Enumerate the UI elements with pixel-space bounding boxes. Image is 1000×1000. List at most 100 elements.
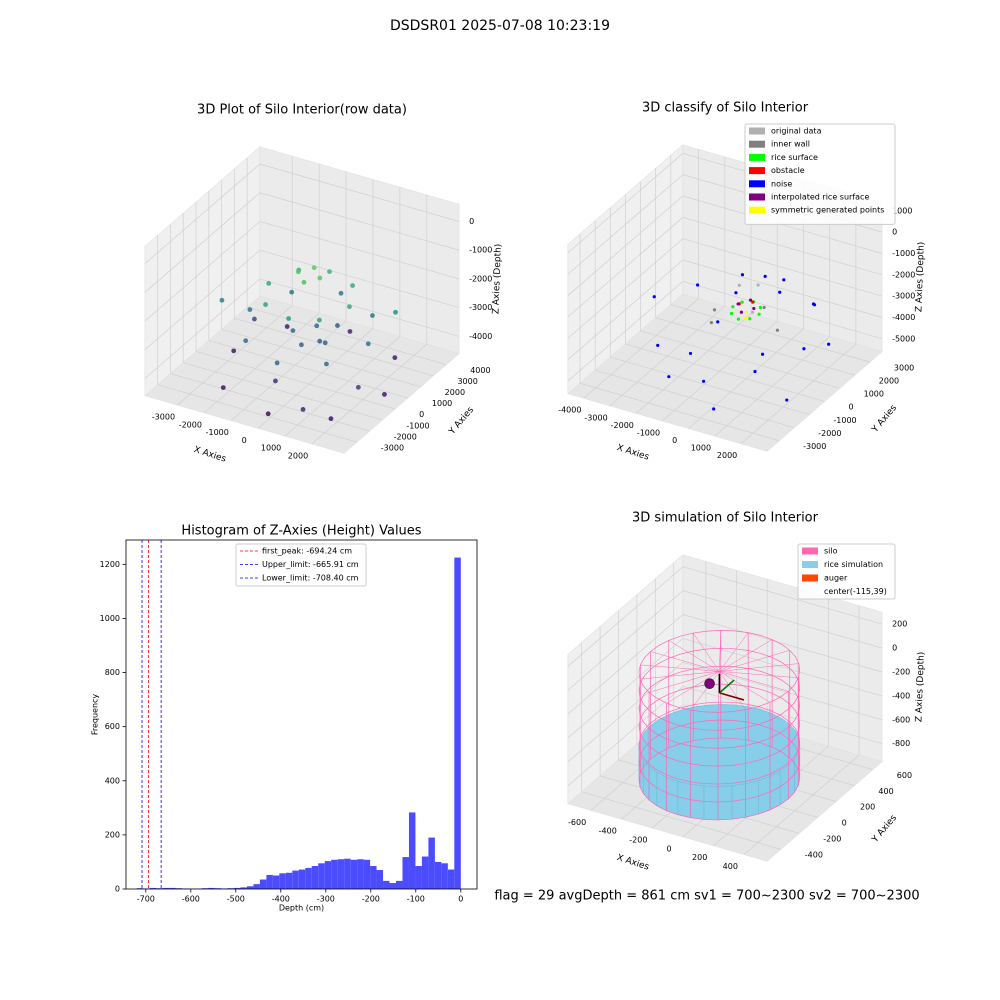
bar [370, 866, 377, 889]
point [347, 329, 353, 334]
bar [428, 837, 435, 889]
bar [292, 870, 299, 889]
point [716, 320, 720, 324]
grid-line [567, 153, 684, 254]
grid-line [259, 278, 460, 337]
grid-line [682, 638, 883, 697]
x-tick-label: -2000 [179, 420, 202, 429]
z-tick-label: -4000 [892, 313, 915, 322]
legend-swatch [749, 153, 765, 161]
z-tick-label: 200 [892, 620, 907, 629]
point [756, 283, 760, 287]
point [712, 407, 716, 411]
chart-title: Histogram of Z-Axies (Height) Values [181, 524, 421, 539]
grid-line [247, 306, 447, 366]
grid-line [176, 305, 293, 406]
silo-spoke [719, 630, 722, 672]
x-tick-label: -500 [227, 895, 245, 904]
z-tick-label: -4000 [469, 332, 492, 341]
silo-spoke [719, 671, 799, 679]
grid-line [259, 192, 460, 251]
bar [447, 869, 455, 889]
point [393, 309, 398, 315]
x-tick-label: 0 [666, 844, 671, 853]
legend-label: rice surface [771, 153, 818, 162]
auger-axis [718, 679, 735, 694]
legend-swatch [802, 574, 818, 582]
bar [169, 887, 176, 889]
grid-line [567, 566, 684, 667]
legend-swatch [749, 193, 765, 201]
bar [285, 872, 293, 889]
point [284, 324, 290, 329]
grid-line [655, 317, 855, 376]
grid-line [640, 330, 840, 389]
y-tick-label: 0 [419, 410, 424, 419]
grid-line [579, 382, 780, 442]
legend-label: noise [771, 179, 792, 188]
point [762, 305, 766, 310]
grid-line [259, 221, 460, 280]
point [740, 273, 745, 277]
point [688, 351, 693, 356]
point [220, 385, 226, 391]
point [753, 369, 757, 374]
x-tick-label: 1000 [261, 444, 281, 453]
point [265, 411, 271, 417]
point [736, 302, 740, 306]
point [392, 355, 398, 361]
point [266, 280, 272, 286]
point [347, 304, 352, 310]
y-tick-label: -2000 [394, 432, 417, 441]
grid-line [682, 614, 883, 673]
rice-surface [703, 785, 719, 821]
rice-surface [731, 783, 746, 820]
x-tick-label: 400 [723, 862, 738, 871]
bar [454, 557, 461, 889]
x-tick-label: 1000 [691, 444, 711, 453]
x-tick-label: -300 [317, 895, 335, 904]
bar [279, 873, 286, 889]
plot-frame [125, 539, 478, 890]
z-tick-label: -3000 [892, 292, 915, 301]
z-tick-label: -800 [892, 739, 910, 748]
point [737, 283, 741, 287]
bar [246, 886, 254, 889]
footer: flag = 29 avgDepth = 861 cm sv1 = 700~23… [494, 889, 919, 904]
y-tick-label: 1000 [100, 614, 120, 623]
silo-spoke [719, 632, 749, 672]
y-tick-label: 3000 [457, 377, 477, 386]
legend-label: inner wall [771, 140, 810, 149]
point [748, 298, 753, 302]
grid-line [682, 238, 883, 297]
point [743, 316, 748, 320]
bar [441, 863, 448, 889]
grid-line [682, 566, 883, 625]
silo-spoke [640, 664, 720, 672]
point [802, 347, 806, 351]
z-axis-label: Z Axies (Depth) [914, 652, 926, 723]
point [760, 352, 765, 356]
grid-line [259, 249, 460, 309]
silo-spoke [639, 671, 720, 680]
x-tick-label: -3000 [584, 413, 607, 422]
silo-spoke [692, 632, 720, 672]
silo-spoke [719, 663, 799, 672]
grid-line [567, 174, 684, 275]
legend [744, 123, 896, 225]
z-tick-label: -2000 [469, 274, 492, 283]
x-axis-label: Depth (cm) [279, 904, 324, 913]
grid-line [311, 344, 428, 445]
grid-line [682, 216, 883, 276]
x-tick-label: -400 [599, 827, 617, 836]
legend-swatch [749, 167, 765, 175]
bar [208, 887, 215, 889]
point [736, 317, 741, 321]
point [335, 323, 340, 328]
grid-line [257, 328, 374, 429]
legend-swatch [749, 140, 765, 148]
x-tick-label: 0 [242, 436, 247, 445]
point [290, 328, 296, 334]
silo-spoke [719, 639, 773, 672]
z-axis-label: Z Axies (Depth) [491, 244, 503, 315]
